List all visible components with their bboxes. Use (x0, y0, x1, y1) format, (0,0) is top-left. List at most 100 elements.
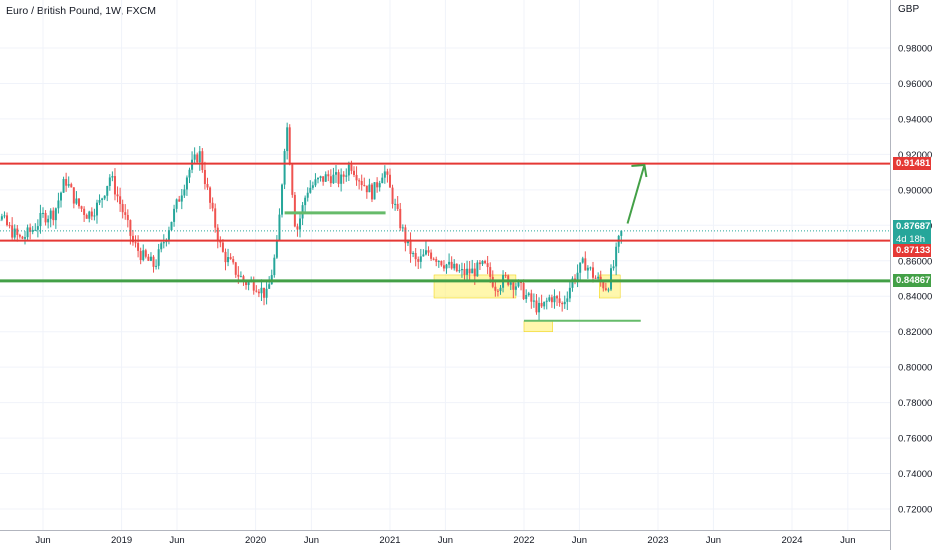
candle-body (93, 215, 96, 217)
candle-body (224, 251, 227, 263)
candle-body (129, 220, 132, 236)
candle-body (311, 185, 314, 188)
candle-body (85, 214, 88, 219)
candle-body (476, 262, 479, 277)
candle-body (113, 176, 116, 195)
resistance-mid-price-tag: 0.87133 (893, 244, 931, 258)
candle-body (95, 202, 98, 216)
y-tick-label: 0.98000 (898, 44, 932, 55)
candle-body (219, 240, 222, 243)
candle-body (59, 192, 62, 201)
candle-body (116, 194, 119, 197)
candle-body (173, 208, 176, 222)
candle-body (494, 286, 497, 291)
candle-body (584, 258, 587, 271)
candle-body (432, 258, 435, 260)
y-tick-label: 0.90000 (898, 185, 932, 196)
candle-body (198, 151, 201, 163)
candle-body (6, 215, 9, 226)
candle-body (83, 208, 86, 215)
candle-body (288, 127, 291, 165)
candle-body (604, 288, 607, 290)
candle-body (137, 243, 140, 251)
candle-body (304, 197, 307, 206)
candle-body (31, 229, 34, 232)
x-tick-label: 2021 (379, 535, 400, 546)
candle-body (545, 300, 548, 302)
candle-body (152, 256, 155, 267)
candle-body (430, 252, 433, 259)
candle-body (255, 290, 258, 292)
candle-body (278, 214, 281, 241)
candle-body (175, 199, 178, 209)
currency-label: GBP (898, 4, 920, 15)
candle-body (239, 276, 242, 278)
candle-body (538, 302, 541, 313)
candle-body (263, 287, 266, 298)
y-tick-label: 0.74000 (898, 469, 932, 480)
candle-body (610, 268, 613, 290)
resistance-top-price-tag: 0.91481 (893, 157, 931, 171)
candle-body (350, 164, 353, 171)
candle-body (437, 261, 440, 263)
candle-body (155, 265, 158, 267)
candle-body (273, 257, 276, 276)
candle-body (445, 264, 448, 269)
candle-body (131, 235, 134, 243)
candle-body (378, 183, 381, 188)
countdown-tag: 4d 18h (893, 233, 931, 247)
candle-body (414, 253, 417, 260)
candle-body (257, 291, 260, 294)
candle-body (201, 151, 204, 170)
candle-body (49, 210, 52, 219)
candle-body (412, 253, 415, 255)
candle-body (368, 184, 371, 193)
candle-body (283, 151, 286, 185)
candle-body (119, 196, 122, 205)
candle-body (386, 171, 389, 175)
candle-body (563, 301, 566, 305)
candle-body (67, 184, 70, 186)
y-tick-label: 0.80000 (898, 363, 932, 374)
candle-body (90, 211, 93, 217)
x-tick-label: Jun (304, 535, 319, 546)
candle-body (111, 176, 114, 178)
candle-body (376, 182, 379, 188)
candle-body (317, 178, 320, 180)
candle-body (196, 154, 199, 163)
candle-body (106, 186, 109, 196)
candle-body (481, 261, 484, 265)
candle-body (242, 276, 245, 282)
candle-body (157, 249, 160, 266)
candle-body (579, 262, 582, 273)
candle-body (486, 263, 489, 268)
candle-body (527, 293, 530, 295)
candle-body (121, 204, 124, 213)
candle-body (144, 250, 147, 257)
candle-body (44, 212, 47, 223)
candle-body (324, 174, 327, 182)
candle-body (440, 261, 443, 266)
candle-body (36, 226, 39, 230)
candle-body (234, 262, 237, 275)
candle-body (162, 242, 165, 244)
candle-body (124, 212, 127, 215)
candle-body (581, 258, 584, 263)
candle-body (147, 256, 150, 261)
y-tick-label: 0.82000 (898, 327, 932, 338)
candle-body (396, 203, 399, 209)
candle-body (597, 276, 600, 279)
candle-body (388, 174, 391, 188)
candle-body (180, 195, 183, 202)
candle-body (191, 159, 194, 170)
candle-body (422, 254, 425, 257)
candle-body (558, 298, 561, 304)
candle-body (460, 269, 463, 271)
candle-body (607, 289, 610, 291)
candle-body (509, 282, 512, 285)
last-price-tag: 0.87687 (893, 220, 931, 234)
candle-body (185, 177, 188, 190)
candle-body (556, 296, 559, 299)
candle-body (167, 230, 170, 240)
